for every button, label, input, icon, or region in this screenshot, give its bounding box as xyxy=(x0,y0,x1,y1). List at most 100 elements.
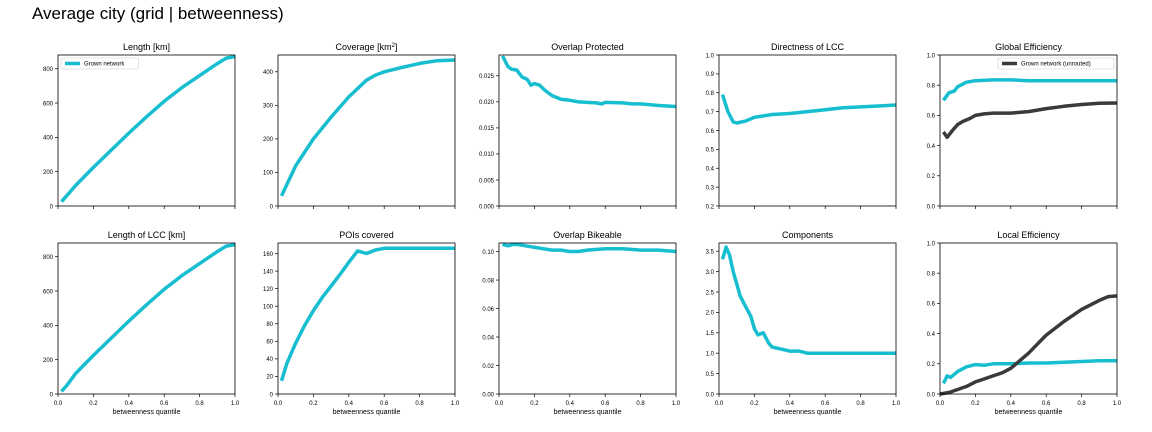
y-tick-label: 60 xyxy=(266,340,273,346)
y-tick-label: 0.4 xyxy=(927,144,936,150)
y-tick-label: 100 xyxy=(263,171,274,177)
subplot-title: Overlap Bikeable xyxy=(553,230,622,240)
y-tick-label: 0.010 xyxy=(479,152,495,158)
subplot-title: POIs covered xyxy=(339,230,394,240)
y-tick-label: 3.5 xyxy=(706,249,715,255)
y-tick-label: 1.5 xyxy=(706,331,715,337)
y-tick-label: 20 xyxy=(266,375,273,381)
y-tick-label: 0.0 xyxy=(927,392,936,398)
subplot-title: Length of LCC [km] xyxy=(108,230,186,240)
y-tick-label: 3.0 xyxy=(706,270,715,276)
y-tick-label: 0.02 xyxy=(482,364,494,370)
y-tick-label: 40 xyxy=(266,357,273,363)
x-axis-label: betweenness quantile xyxy=(554,409,622,416)
y-tick-label: 1.0 xyxy=(706,351,715,357)
plot-frame xyxy=(498,54,677,207)
series-line-1 xyxy=(720,245,896,355)
x-tick-label: 1.0 xyxy=(672,401,681,407)
subplot-title: Global Efficiency xyxy=(995,42,1062,52)
subplot-10: Local Efficiency 0.0 0.2 0.4 0.6 0.8 1.0 0.0 0.2… xyxy=(927,230,1122,416)
y-tick-label: 0.6 xyxy=(927,114,936,120)
subplot-5: Global Efficiency 0.0 0.2 0.4 0.6 0.8 1.0 Grown… xyxy=(927,42,1118,210)
x-tick-label: 0.6 xyxy=(160,401,169,407)
y-tick-label: 100 xyxy=(263,305,274,311)
y-tick-label: 0.5 xyxy=(706,148,715,154)
y-tick-label: 0.06 xyxy=(482,307,494,313)
x-tick-label: 0.4 xyxy=(1007,401,1016,407)
y-tick-label: 800 xyxy=(43,67,54,73)
figure-title: Average city (grid | betweenness) xyxy=(32,4,284,23)
subplot-title: Directness of LCC xyxy=(771,42,845,52)
y-tick-label: 0.8 xyxy=(706,91,715,97)
y-tick-label: 400 xyxy=(263,70,274,76)
plot-frame xyxy=(718,54,897,207)
y-tick-label: 0.8 xyxy=(927,272,936,278)
subplot-title: Coverage [km2] xyxy=(336,42,398,52)
y-tick-label: 0.6 xyxy=(706,129,715,135)
series-line-1 xyxy=(720,94,897,125)
subplot-1: Length [km] 0 200 400 600 800 Grown network xyxy=(43,42,236,210)
y-tick-label: 0 xyxy=(50,392,54,398)
x-axis-label: betweenness quantile xyxy=(995,409,1063,416)
y-tick-label: 0.3 xyxy=(706,185,715,191)
x-tick-label: 0.4 xyxy=(345,401,354,407)
subplot-2: Coverage [km2] 0 100 200 300 400 xyxy=(263,42,456,210)
y-tick-label: 0.2 xyxy=(706,204,715,210)
x-tick-label: 1.0 xyxy=(892,401,901,407)
x-tick-label: 0.2 xyxy=(530,401,539,407)
series-line-1 xyxy=(941,359,1117,385)
series-line-1 xyxy=(942,78,1117,102)
x-tick-label: 0.4 xyxy=(566,401,575,407)
y-tick-label: 0.2 xyxy=(927,362,936,368)
x-tick-label: 1.0 xyxy=(1113,401,1122,407)
x-tick-label: 0.2 xyxy=(309,401,318,407)
plot-frame xyxy=(277,242,456,395)
legend-box xyxy=(60,57,139,70)
plot-frame xyxy=(498,242,677,395)
plot-frame xyxy=(939,242,1118,395)
subplot-title: Local Efficiency xyxy=(997,230,1060,240)
y-tick-label: 0 xyxy=(270,204,274,210)
series-line-1 xyxy=(279,246,455,382)
y-tick-label: 0.020 xyxy=(479,100,495,106)
y-tick-label: 0.8 xyxy=(927,84,936,90)
x-tick-label: 1.0 xyxy=(231,401,240,407)
x-tick-label: 0.4 xyxy=(786,401,795,407)
y-tick-label: 400 xyxy=(43,324,54,330)
y-tick-label: 0.4 xyxy=(706,167,715,173)
y-tick-label: 0.0 xyxy=(706,392,715,398)
subplot-7: POIs covered 0 20 40 60 80 100 120 140 160 0.0 0.2 0… xyxy=(263,230,460,416)
series-line-1 xyxy=(502,242,677,254)
subplot-4: Directness of LCC 0.2 0.3 0.4 0.5 0.6 0.7 0.8 0.… xyxy=(706,42,897,210)
series-line-1 xyxy=(60,54,236,203)
subplot-title: Length [km] xyxy=(123,42,170,52)
y-tick-label: 0.000 xyxy=(479,204,495,210)
y-tick-label: 1.0 xyxy=(927,53,936,59)
y-tick-label: 0.015 xyxy=(479,126,495,132)
x-tick-label: 1.0 xyxy=(451,401,460,407)
y-tick-label: 160 xyxy=(263,252,274,258)
x-tick-label: 0.8 xyxy=(415,401,424,407)
y-tick-label: 0.04 xyxy=(482,335,494,341)
y-tick-label: 0.025 xyxy=(479,74,495,80)
y-tick-label: 0.5 xyxy=(706,372,715,378)
x-tick-label: 0.2 xyxy=(971,401,980,407)
subplot-9: Components 0.0 0.5 1.0 1.5 2.0 2.5 3.0 3.5 0.0 0.2… xyxy=(706,230,901,416)
subplot-6: Length of LCC [km] 0 200 400 600 800 0.0 0.2 0.4… xyxy=(43,230,240,416)
legend-label: Grown network xyxy=(84,62,125,68)
y-tick-label: 0.9 xyxy=(706,72,715,78)
subplot-title: Overlap Protected xyxy=(551,42,624,52)
x-tick-label: 0.6 xyxy=(380,401,389,407)
y-tick-label: 0.10 xyxy=(482,250,494,256)
plot-frame xyxy=(57,242,236,395)
x-tick-label: 0.2 xyxy=(750,401,759,407)
series-line-1 xyxy=(500,55,677,109)
y-tick-label: 80 xyxy=(266,322,273,328)
series-line-2 xyxy=(939,294,1118,396)
y-tick-label: 2.5 xyxy=(706,290,715,296)
x-tick-label: 0.8 xyxy=(195,401,204,407)
y-tick-label: 1.0 xyxy=(706,53,715,59)
y-tick-label: 0.005 xyxy=(479,178,495,184)
x-tick-label: 0.0 xyxy=(274,401,283,407)
plot-frame xyxy=(277,54,456,207)
